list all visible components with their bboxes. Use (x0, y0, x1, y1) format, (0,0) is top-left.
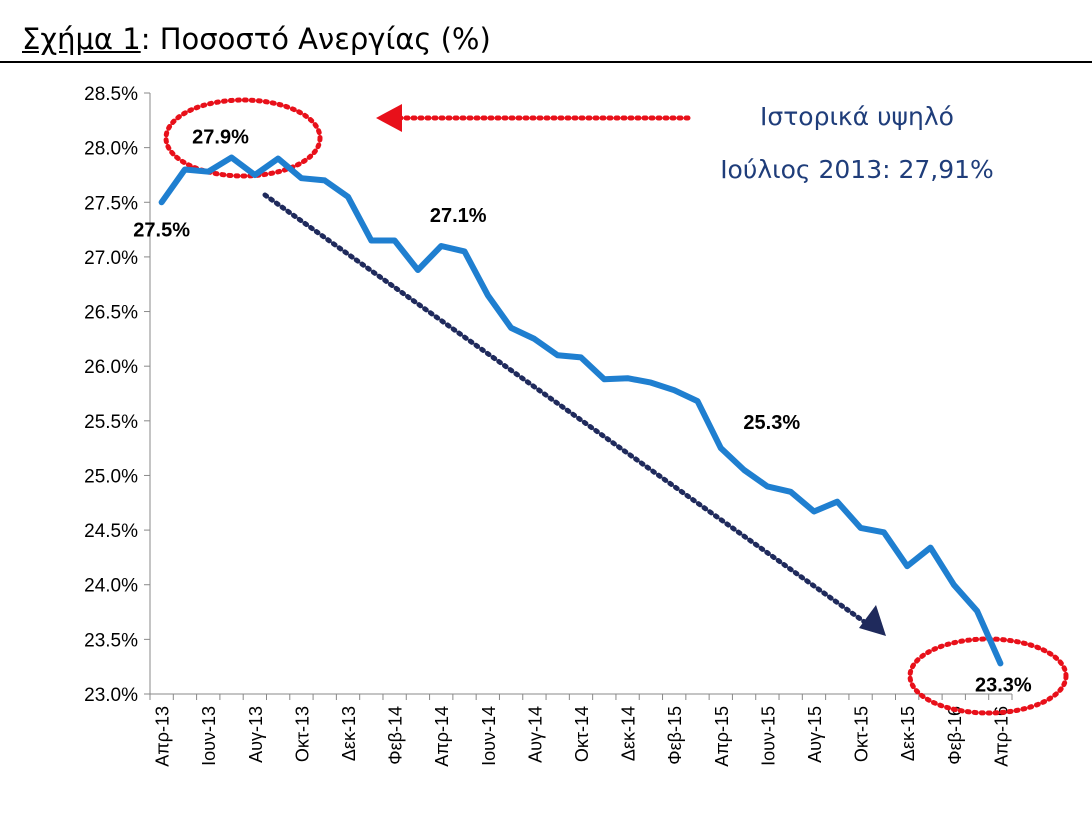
y-tick-label: 27.0% (84, 248, 138, 269)
x-tick-label: Ιουν-13 (199, 706, 219, 766)
y-tick-label: 28.0% (84, 139, 138, 160)
historic-high-arrowhead (376, 104, 402, 132)
x-tick-label: Δεκ-14 (619, 706, 639, 761)
data-label: 27.1% (430, 205, 487, 227)
x-tick-label: Δεκ-15 (898, 706, 918, 761)
x-tick-label: Αυγ-13 (246, 706, 266, 763)
x-tick-label: Οκτ-13 (292, 706, 312, 762)
y-tick-label: 23.0% (84, 685, 138, 706)
figure-number: Σχήμα 1 (22, 22, 141, 56)
title-divider (0, 61, 1092, 63)
y-tick-label: 23.5% (84, 630, 138, 651)
y-tick-label: 27.5% (84, 193, 138, 214)
x-axis-ticks: Απρ-13 Ιουν-13 Αυγ-13 Οκτ-13 Δεκ-13 Φεβ-14 Απρ… (149, 694, 1013, 767)
notes: Ιστορικά υψηλό Ιούλιος 2013: 27,91% (720, 102, 994, 184)
data-labels: 27.9% 27.5% 27.1% 25.3% 23.3% (133, 126, 1032, 696)
figure-title-text: : Ποσοστό Ανεργίας (%) (140, 22, 491, 56)
x-tick-label: Απρ-14 (432, 706, 452, 767)
y-axis-ticks: 28.5% 28.0% 27.5% 27.0% 26.5% 26.0% 25.5% 25.0%… (84, 84, 150, 706)
figure-title: Σχήμα 1: Ποσοστό Ανεργίας (%) (22, 22, 491, 56)
data-label: 27.5% (133, 219, 190, 241)
x-tick-label: Απρ-16 (991, 706, 1011, 767)
data-label: 27.9% (192, 126, 249, 148)
x-tick-label: Ιουν-14 (479, 706, 499, 766)
x-tick-label: Φεβ-14 (386, 706, 406, 765)
x-tick-label: Αυγ-15 (805, 706, 825, 763)
downtrend-arrowhead (859, 605, 886, 636)
downtrend-arrow (262, 192, 869, 626)
x-tick-label: Απρ-15 (712, 706, 732, 767)
x-tick-label: Φεβ-15 (665, 706, 685, 765)
peak-highlight-ellipse (163, 97, 323, 179)
data-label: 25.3% (743, 412, 800, 434)
y-tick-label: 25.0% (84, 466, 138, 487)
note-date-value: Ιούλιος 2013: 27,91% (720, 155, 994, 184)
x-tick-label: Φεβ-16 (945, 706, 965, 765)
y-tick-label: 26.5% (84, 303, 138, 324)
x-tick-label: Ιουν-15 (758, 706, 778, 766)
y-tick-label: 26.0% (84, 357, 138, 378)
y-tick-label: 24.5% (84, 521, 138, 542)
x-tick-label: Δεκ-13 (339, 706, 359, 761)
x-tick-label: Οκτ-14 (572, 706, 592, 762)
series-layer (158, 154, 1004, 667)
data-label: 23.3% (975, 674, 1032, 696)
x-tick-label: Αυγ-14 (525, 706, 545, 763)
y-tick-label: 25.5% (84, 412, 138, 433)
chart-axes (149, 93, 1012, 695)
y-tick-label: 24.0% (84, 576, 138, 597)
x-tick-label: Απρ-13 (153, 706, 173, 767)
x-tick-label: Οκτ-15 (852, 706, 872, 762)
y-tick-label: 28.5% (84, 84, 138, 105)
note-historic-high: Ιστορικά υψηλό (760, 102, 954, 131)
annotations (163, 97, 1069, 716)
unemployment-rate-line (158, 154, 1004, 667)
